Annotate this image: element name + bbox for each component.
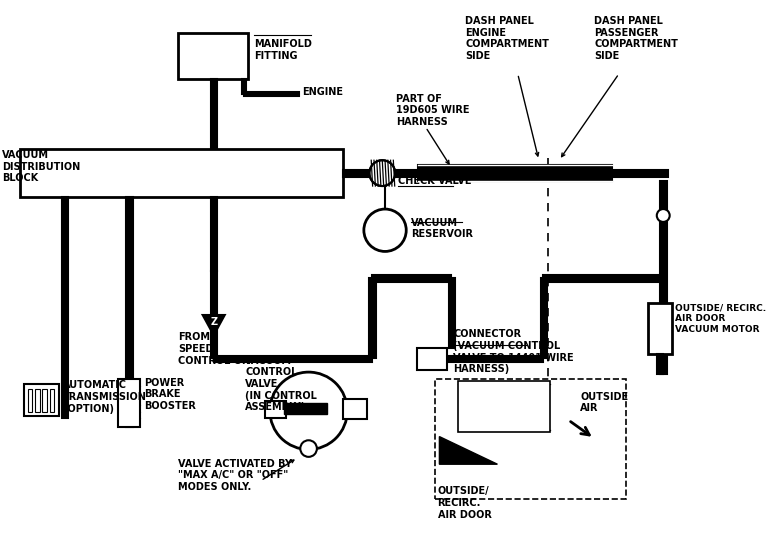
Bar — [370, 278, 376, 358]
Bar — [458, 381, 550, 432]
Text: CONNECTOR
(VACUUM CONTROL
VALVE TO 14401 WIRE
HARNESS): CONNECTOR (VACUUM CONTROL VALVE TO 14401… — [454, 330, 574, 374]
Bar — [343, 170, 374, 177]
Text: OUTSIDE/ RECIRC.
AIR DOOR
VACUUM MOTOR: OUTSIDE/ RECIRC. AIR DOOR VACUUM MOTOR — [675, 304, 766, 334]
Text: OUTSIDE/
RECIRC.
AIR DOOR: OUTSIDE/ RECIRC. AIR DOOR — [437, 486, 491, 519]
Text: VACUUM
RESERVOIR: VACUUM RESERVOIR — [411, 218, 473, 239]
Circle shape — [300, 440, 317, 457]
Bar — [211, 197, 217, 271]
Bar — [24, 384, 59, 416]
Bar — [661, 181, 667, 211]
Bar — [50, 389, 55, 412]
Bar — [244, 92, 300, 96]
Bar — [372, 276, 451, 282]
Bar — [343, 399, 367, 419]
Text: VACUUM
CONTROL
VALVE
(IN CONTROL
ASSEMBLY): VACUUM CONTROL VALVE (IN CONTROL ASSEMBL… — [245, 356, 317, 412]
Text: DASH PANEL
ENGINE
COMPARTMENT
SIDE: DASH PANEL ENGINE COMPARTMENT SIDE — [465, 16, 549, 61]
Bar — [541, 278, 547, 358]
Bar — [35, 389, 39, 412]
Bar — [449, 278, 455, 348]
Circle shape — [270, 372, 347, 449]
Bar — [211, 271, 217, 358]
Text: VALVE ACTIVATED BY
"MAX A/C" OR "OFF"
MODES ONLY.: VALVE ACTIVATED BY "MAX A/C" OR "OFF" MO… — [178, 458, 292, 492]
Text: AUTOMATIC
TRANSMISSION
(OPTION): AUTOMATIC TRANSMISSION (OPTION) — [62, 380, 146, 414]
Bar — [447, 356, 544, 362]
Circle shape — [370, 160, 395, 186]
Bar — [435, 379, 626, 499]
Bar — [243, 79, 246, 94]
Circle shape — [657, 209, 670, 222]
Bar — [211, 79, 217, 151]
Bar — [611, 170, 668, 177]
Bar — [214, 356, 372, 362]
Bar — [62, 197, 69, 418]
Polygon shape — [440, 437, 497, 464]
Bar — [20, 149, 343, 197]
Text: ENGINE: ENGINE — [302, 87, 343, 97]
Bar — [266, 401, 286, 418]
Text: PART OF
19D605 WIRE
HARNESS: PART OF 19D605 WIRE HARNESS — [396, 94, 470, 127]
Bar — [395, 170, 418, 177]
Text: DASH PANEL
PASSENGER
COMPARTMENT
SIDE: DASH PANEL PASSENGER COMPARTMENT SIDE — [594, 16, 678, 61]
Text: FROM
SPEED
CONTROL ON: FROM SPEED CONTROL ON — [178, 332, 250, 366]
Circle shape — [364, 209, 407, 251]
Text: OUTSIDE
AIR: OUTSIDE AIR — [581, 392, 628, 414]
Bar — [178, 33, 248, 79]
Bar — [417, 348, 447, 370]
Bar — [118, 379, 140, 427]
Bar — [418, 165, 611, 181]
Polygon shape — [283, 402, 327, 415]
Bar — [28, 389, 32, 412]
Text: CHECK VALVE: CHECK VALVE — [398, 177, 471, 186]
Text: VACUUM
DISTRIBUTION
BLOCK: VACUUM DISTRIBUTION BLOCK — [2, 150, 80, 184]
Text: MANIFOLD
FITTING: MANIFOLD FITTING — [254, 39, 312, 60]
Bar — [661, 222, 667, 374]
Text: Z: Z — [210, 317, 217, 327]
Bar — [657, 354, 663, 374]
Bar — [544, 276, 660, 282]
Bar — [126, 197, 132, 427]
Polygon shape — [203, 315, 225, 335]
Bar — [42, 389, 47, 412]
Text: POWER
BRAKE
BOOSTER: POWER BRAKE BOOSTER — [144, 378, 196, 411]
Bar — [648, 303, 671, 354]
